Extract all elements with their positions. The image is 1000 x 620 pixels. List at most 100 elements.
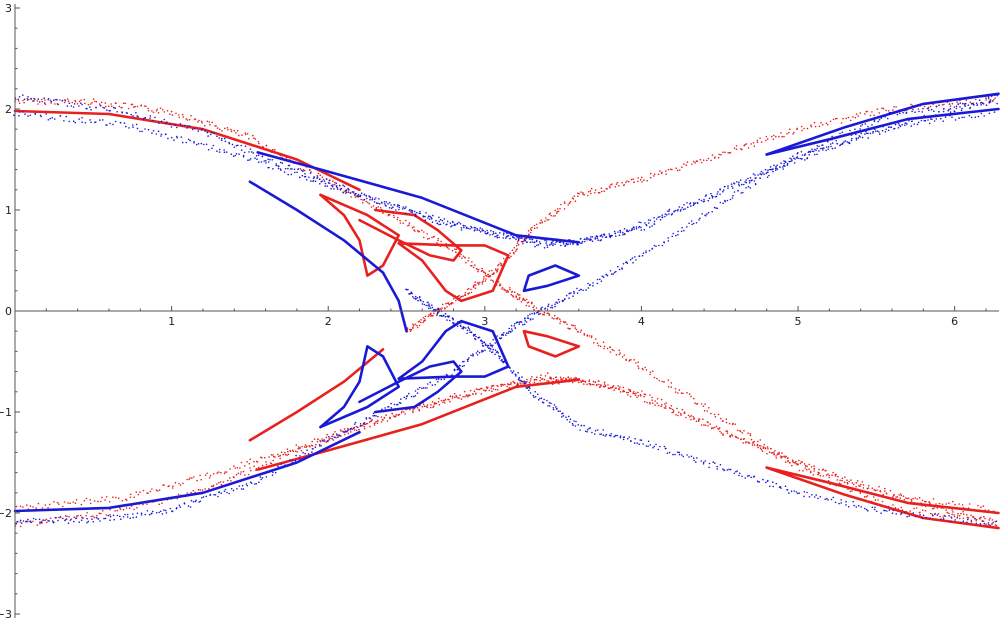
blue-point: [695, 222, 698, 224]
blue-point: [192, 501, 195, 503]
blue-point: [722, 189, 725, 191]
red-point: [159, 107, 162, 109]
blue-point: [395, 209, 397, 211]
red-point: [253, 460, 255, 463]
blue-point: [439, 315, 441, 317]
red-point: [68, 516, 70, 518]
red-point: [752, 442, 754, 444]
red-point: [35, 507, 37, 509]
blue-point: [610, 435, 612, 437]
red-point: [463, 390, 466, 393]
blue-point: [378, 198, 380, 200]
red-point: [584, 381, 587, 383]
red-point: [546, 380, 548, 382]
red-point: [553, 317, 555, 320]
blue-point: [820, 147, 822, 150]
red-curve-8: [358, 208, 463, 262]
red-point: [373, 424, 376, 426]
red-point: [512, 251, 515, 254]
blue-point: [896, 113, 899, 116]
red-point: [516, 382, 519, 385]
blue-point: [244, 145, 247, 147]
blue-point: [715, 195, 718, 198]
blue-point: [404, 207, 406, 210]
blue-point: [410, 395, 413, 398]
red-point: [516, 242, 519, 244]
red-point: [192, 489, 195, 492]
blue-point: [788, 492, 790, 494]
red-point: [77, 514, 79, 517]
red-point: [691, 163, 693, 166]
red-point: [158, 489, 161, 491]
blue-point: [426, 383, 429, 385]
blue-point: [371, 197, 374, 199]
red-point: [279, 454, 282, 457]
red-point: [332, 439, 335, 441]
blue-point: [600, 239, 603, 241]
blue-point: [359, 194, 362, 197]
red-point: [430, 404, 432, 406]
red-point: [396, 218, 399, 221]
red-point: [432, 236, 435, 238]
red-point: [557, 379, 559, 382]
blue-point: [881, 129, 884, 132]
red-point: [522, 298, 525, 301]
blue-point: [406, 288, 408, 291]
red-point: [122, 508, 125, 511]
blue-point: [967, 104, 970, 106]
blue-point: [661, 216, 663, 219]
red-point: [837, 475, 839, 478]
blue-point: [873, 508, 876, 511]
blue-point: [38, 518, 41, 521]
red-point: [19, 525, 22, 528]
red-point: [923, 500, 926, 503]
red-point: [501, 286, 504, 289]
blue-point: [682, 455, 685, 458]
red-point: [244, 132, 246, 134]
red-point: [677, 414, 679, 417]
red-point: [485, 389, 487, 392]
red-point: [602, 341, 605, 344]
red-point: [504, 383, 506, 386]
red-point: [493, 272, 496, 275]
blue-point: [296, 171, 298, 173]
blue-point: [491, 344, 494, 347]
red-point: [535, 307, 538, 309]
red-point: [188, 118, 191, 121]
red-point: [514, 382, 516, 385]
blue-point: [617, 265, 619, 268]
red-point: [208, 477, 211, 479]
red-point: [670, 386, 673, 389]
red-point: [540, 374, 542, 376]
red-point: [759, 137, 761, 140]
blue-point: [944, 515, 946, 517]
red-point: [609, 351, 612, 353]
blue-point: [318, 178, 321, 180]
blue-point: [500, 334, 503, 336]
blue-point: [647, 222, 650, 224]
blue-point: [325, 178, 328, 180]
blue-point: [250, 482, 253, 485]
blue-point: [165, 509, 167, 512]
red-point: [632, 178, 635, 180]
blue-point: [526, 387, 529, 390]
blue-point: [798, 492, 800, 495]
red-point: [703, 410, 706, 412]
blue-point: [363, 422, 366, 424]
blue-point: [576, 292, 579, 295]
red-point: [884, 487, 886, 490]
red-point: [129, 496, 132, 499]
red-point: [200, 478, 202, 481]
red-point: [372, 205, 375, 207]
blue-point: [161, 513, 164, 515]
blue-point: [213, 132, 215, 134]
blue-point: [983, 115, 985, 117]
blue-point: [82, 517, 84, 519]
red-point: [429, 406, 432, 409]
red-point: [603, 383, 606, 385]
red-point: [511, 291, 513, 293]
blue-point: [635, 226, 638, 228]
red-point: [560, 378, 563, 380]
red-point: [63, 501, 66, 503]
